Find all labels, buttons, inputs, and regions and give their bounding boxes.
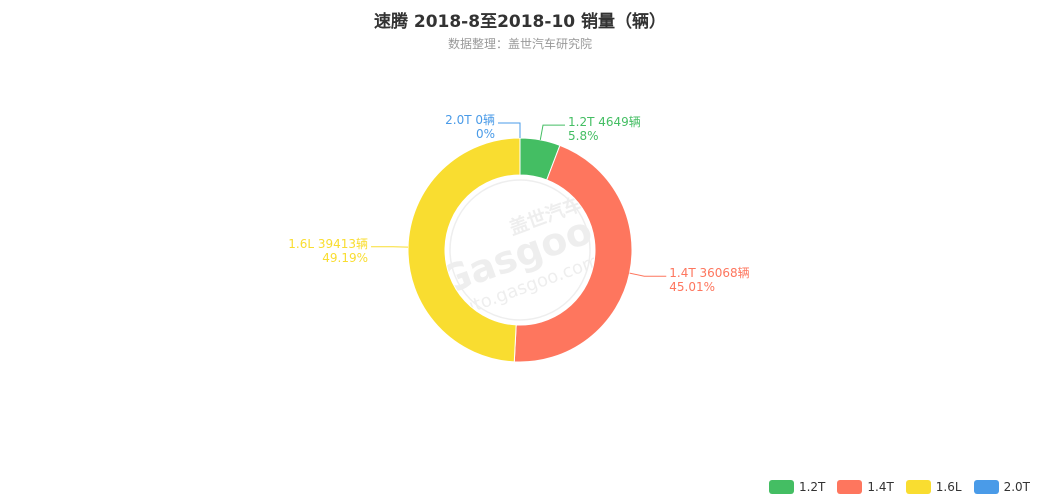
slice-label-2: 1.6L 39413辆	[288, 237, 368, 251]
legend-swatch-0	[768, 480, 794, 494]
chart-title: 速腾 2018-8至2018-10 销量（辆）	[373, 12, 667, 32]
slice-label-3: 2.0T 0辆	[445, 113, 495, 127]
slice-label-1: 1.4T 36068辆	[669, 266, 749, 280]
legend-label-1: 1.4T	[867, 480, 894, 494]
legend-item-3[interactable]: 2.0T	[973, 480, 1030, 494]
donut-slice-1[interactable]	[513, 144, 633, 363]
legend-swatch-3	[973, 480, 999, 494]
legend-item-1[interactable]: 1.4T	[837, 480, 894, 494]
chart-subtitle: 数据整理：盖世汽车研究院	[447, 37, 592, 51]
legend-label-2: 1.6L	[935, 480, 962, 494]
label-leader-line-3	[498, 122, 521, 138]
slice-percent-3: 0%	[476, 127, 495, 141]
legend-item-2[interactable]: 1.6L	[905, 480, 962, 494]
donut-slice-2[interactable]	[407, 137, 521, 363]
slice-percent-0: 5.8%	[568, 129, 599, 143]
legend-swatch-1	[837, 480, 863, 494]
chart-legend: 1.2T 1.4T 1.6L 2.0T	[768, 480, 1030, 494]
label-leader-line-1	[629, 272, 667, 277]
legend-label-0: 1.2T	[798, 480, 826, 494]
legend-label-3: 2.0T	[1003, 480, 1030, 494]
slice-percent-1: 45.01%	[669, 280, 715, 294]
label-leader-line-0	[539, 124, 566, 140]
legend-item-0[interactable]: 1.2T	[768, 480, 826, 494]
slice-percent-2: 49.19%	[322, 251, 368, 265]
slice-label-0: 1.2T 4649辆	[568, 115, 641, 129]
legend-swatch-2	[905, 480, 931, 494]
donut-slices	[407, 137, 633, 363]
